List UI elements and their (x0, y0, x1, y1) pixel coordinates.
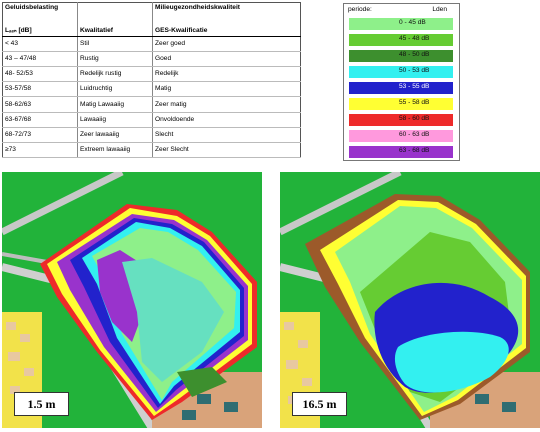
cell-ges: Redelijk (152, 66, 301, 83)
legend-item: 0 - 45 dB (349, 18, 453, 30)
cell-range: 58-62/63 (2, 96, 78, 113)
noise-legend: periode: Lden 0 - 45 dB 45 - 48 dB 48 - … (343, 3, 460, 161)
cell-ges: Zeer goed (152, 36, 301, 53)
cell-range: < 43 (2, 36, 78, 53)
cell-range: 68-72/73 (2, 127, 78, 143)
table-row: < 43 Stil Zeer goed (2, 36, 301, 53)
cell-qualitative: Stil (77, 36, 153, 53)
table-row: 43 – 47/48 Rustig Goed (2, 51, 301, 68)
legend-item-label: 50 - 53 dB (399, 67, 430, 74)
table-row: 48- 52/53 Redelijk rustig Redelijk (2, 66, 301, 83)
legend-item: 63 - 68 dB (349, 146, 453, 158)
cell-qualitative: Matig Lawaaiig (77, 96, 153, 113)
legend-item: 58 - 60 dB (349, 114, 453, 126)
cell-ges: Slecht (152, 127, 301, 143)
subheader-ges: GES-Kwalificatie (152, 20, 301, 38)
cell-range: 53-57/58 (2, 81, 78, 98)
legend-item: 55 - 58 dB (349, 98, 453, 110)
map-label-16-5m: 16.5 m (292, 392, 347, 416)
cell-qualitative: Lawaaiig (77, 112, 153, 128)
table-row: 68-72/73 Zeer lawaaiig Slecht (2, 127, 301, 143)
table-row: 63-67/68 Lawaaiig Onvoldoende (2, 112, 301, 128)
cell-range: 48- 52/53 (2, 66, 78, 83)
header-health-quality: Milieugezondheidskwaliteit (152, 2, 301, 21)
map-canvas (280, 172, 540, 428)
legend-title: periode: (348, 6, 372, 13)
noise-map-16-5m: 16.5 m (280, 172, 540, 428)
table-row: 58-62/63 Matig Lawaaiig Zeer matig (2, 96, 301, 113)
legend-item: 50 - 53 dB (349, 66, 453, 78)
map-label-1-5m: 1.5 m (14, 392, 69, 416)
subheader-lden: Lₐₑₙ [dB] (2, 20, 78, 38)
header-noise-load: Geluidsbelasting (5, 4, 59, 11)
legend-item-label: 63 - 68 dB (399, 147, 430, 154)
table-row: ≥73 Extreem lawaaiig Zeer Slecht (2, 142, 301, 159)
legend-item-label: 48 - 50 dB (399, 51, 430, 58)
cell-range: 63-67/68 (2, 112, 78, 128)
legend-item: 45 - 48 dB (349, 34, 453, 46)
map-canvas (2, 172, 262, 428)
cell-range: ≥73 (2, 142, 78, 159)
cell-ges: Zeer matig (152, 96, 301, 113)
legend-item-label: 45 - 48 dB (399, 35, 430, 42)
cell-ges: Goed (152, 51, 301, 68)
noise-classification-table: Geluidsbelasting Milieugezondheidskwalit… (2, 2, 301, 159)
legend-unit: Lden (432, 6, 447, 13)
cell-ges: Matig (152, 81, 301, 98)
cell-qualitative: Redelijk rustig (77, 66, 153, 83)
table-row: 53-57/58 Luidruchtig Matig (2, 81, 301, 98)
cell-ges: Zeer Slecht (152, 142, 301, 159)
legend-item-label: 58 - 60 dB (399, 115, 430, 122)
subheader-qualitative: Kwalitatief (77, 20, 153, 38)
legend-item-label: 53 - 55 dB (399, 83, 430, 90)
legend-item: 53 - 55 dB (349, 82, 453, 94)
legend-item: 48 - 50 dB (349, 50, 453, 62)
noise-map-1-5m: 1.5 m (2, 172, 262, 428)
legend-header: periode: Lden (348, 6, 455, 16)
legend-item-label: 55 - 58 dB (399, 99, 430, 106)
header-empty (77, 2, 153, 21)
cell-ges: Onvoldoende (152, 112, 301, 128)
legend-item: 60 - 63 dB (349, 130, 453, 142)
legend-item-label: 0 - 45 dB (399, 19, 426, 26)
legend-item-label: 60 - 63 dB (399, 131, 430, 138)
cell-range: 43 – 47/48 (2, 51, 78, 68)
cell-qualitative: Rustig (77, 51, 153, 68)
cell-qualitative: Luidruchtig (77, 81, 153, 98)
cell-qualitative: Extreem lawaaiig (77, 142, 153, 159)
cell-qualitative: Zeer lawaaiig (77, 127, 153, 143)
